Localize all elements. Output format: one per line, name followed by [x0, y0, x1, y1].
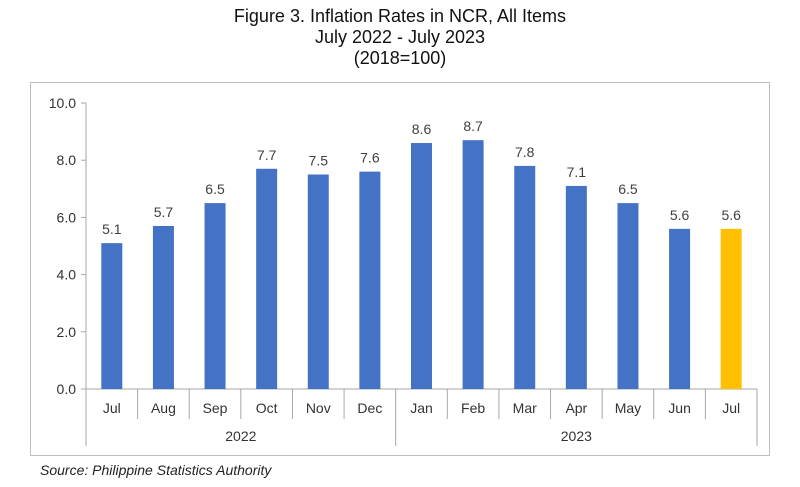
data-label: 5.7: [154, 204, 174, 220]
y-tick-label: 0.0: [57, 381, 77, 397]
data-label: 5.6: [721, 207, 741, 223]
bar-10: [565, 185, 587, 389]
data-label: 7.5: [309, 153, 329, 169]
y-tick-label: 6.0: [57, 209, 77, 225]
x-tick-label: Jul: [722, 400, 740, 416]
year-group-label: 2023: [561, 428, 592, 444]
y-tick-label: 2.0: [57, 324, 77, 340]
bar-1: [101, 243, 123, 389]
year-group-label: 2022: [225, 428, 256, 444]
y-tick-label: 4.0: [57, 267, 77, 283]
bar-13: [720, 228, 742, 389]
chart-title-block: Figure 3. Inflation Rates in NCR, All It…: [0, 6, 800, 69]
bar-6: [359, 171, 381, 389]
data-label: 7.8: [515, 144, 535, 160]
data-label: 8.7: [463, 118, 483, 134]
bar-4: [256, 168, 278, 389]
x-tick-label: Oct: [256, 400, 278, 416]
chart-subtitle-period: July 2022 - July 2023: [314, 27, 486, 47]
y-tick-label: 10.0: [49, 95, 76, 111]
x-tick-label: Jul: [103, 400, 121, 416]
bar-2: [152, 225, 174, 389]
bar-7: [411, 143, 432, 389]
y-tick-label: 8.0: [57, 152, 77, 168]
x-tick-label: Nov: [306, 400, 331, 416]
data-label: 7.6: [360, 150, 380, 166]
data-label: 5.1: [102, 221, 122, 237]
chart-frame: [30, 82, 770, 456]
x-tick-label: Apr: [565, 400, 587, 416]
x-tick-label: May: [615, 400, 641, 416]
bar-12: [669, 228, 691, 389]
bar-11: [617, 203, 639, 389]
bar-9: [514, 165, 536, 389]
bar-3: [204, 203, 226, 389]
x-tick-label: Aug: [151, 400, 176, 416]
x-tick-label: Feb: [461, 400, 485, 416]
bar-8: [462, 140, 484, 389]
chart-title: Figure 3. Inflation Rates in NCR, All It…: [233, 6, 567, 26]
data-label: 8.6: [412, 121, 432, 137]
chart-subtitle-base: (2018=100): [353, 48, 447, 68]
data-label: 7.1: [567, 164, 587, 180]
x-tick-label: Jun: [668, 400, 691, 416]
x-tick-label: Jan: [410, 400, 433, 416]
source-note: Source: Philippine Statistics Authority: [40, 462, 272, 478]
data-label: 5.6: [670, 207, 690, 223]
x-tick-label: Sep: [203, 400, 228, 416]
data-label: 6.5: [205, 181, 225, 197]
bar-5: [307, 174, 329, 389]
x-tick-label: Mar: [513, 400, 537, 416]
data-label: 6.5: [618, 181, 638, 197]
data-label: 7.7: [257, 147, 277, 163]
x-tick-label: Dec: [357, 400, 382, 416]
